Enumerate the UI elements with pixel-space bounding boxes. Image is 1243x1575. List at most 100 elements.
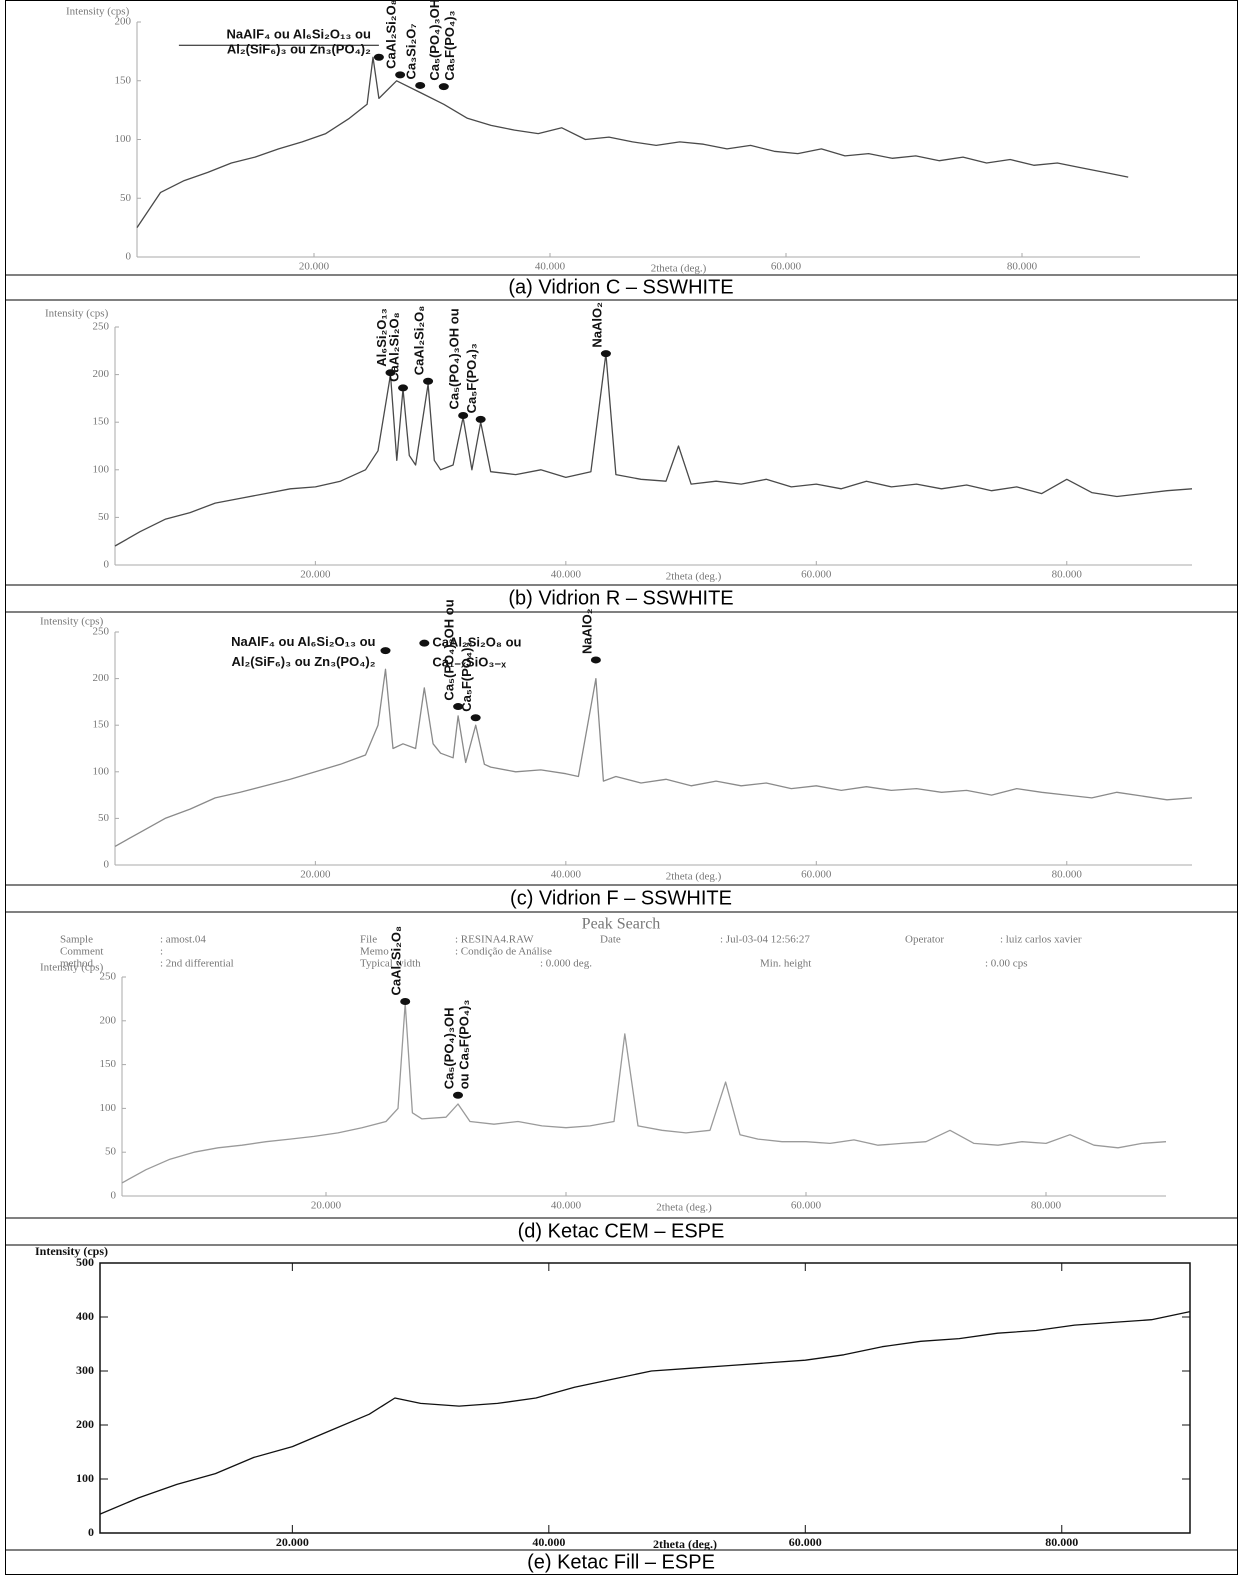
y-tick-label: 500: [76, 1255, 94, 1269]
outer-border: [5, 0, 1238, 1575]
x-axis-label: 2theta (deg.): [653, 1537, 717, 1551]
y-tick-label: 200: [76, 1417, 94, 1431]
y-tick-label: 50: [105, 1146, 117, 1158]
y-tick-label: 250: [93, 626, 110, 638]
x-tick-label: 40.000: [532, 1535, 565, 1549]
header-field: Sample: [60, 934, 93, 946]
y-tick-label: 400: [76, 1309, 94, 1323]
x-tick-label: 20.000: [300, 869, 331, 881]
caption: (c) Vidrion F – SSWHITE: [510, 887, 732, 909]
x-tick-label: 40.000: [551, 569, 582, 581]
y-tick-label: 150: [100, 1058, 117, 1070]
y-axis-label: Intensity (cps): [35, 1244, 108, 1258]
y-tick-label: 0: [104, 859, 110, 871]
peak-label: Ca₅(PO₄)₃OH ou: [442, 599, 457, 700]
header-field: : Condição de Análise: [455, 946, 552, 958]
y-tick-label: 200: [115, 16, 132, 28]
x-tick-label: 20.000: [276, 1535, 309, 1549]
caption: (e) Ketac Fill – ESPE: [527, 1551, 715, 1573]
x-tick-label: 20.000: [311, 1200, 342, 1212]
y-tick-label: 250: [93, 321, 110, 333]
peak-label: Ca₅(PO₄)₃OH ou: [427, 0, 442, 81]
x-tick-label: 60.000: [771, 261, 802, 273]
caption: (a) Vidrion C – SSWHITE: [508, 276, 733, 298]
plot-frame: [99, 1262, 1191, 1534]
spectrum-line: [114, 353, 1193, 547]
peak-label: Ca₅F(PO₄)₃: [442, 10, 457, 80]
peak-label: CaAl₂Si₂O₈: [389, 926, 404, 996]
header-field: : 2nd differential: [160, 958, 234, 970]
y-tick-label: 100: [100, 1102, 117, 1114]
header-field: Min. height: [760, 958, 811, 970]
header-field: Comment: [60, 946, 103, 958]
peak-marker: [400, 998, 411, 1006]
x-tick-label: 40.000: [551, 1200, 582, 1212]
peak-marker: [590, 656, 601, 664]
header-field: Typical width: [360, 958, 421, 970]
caption: (d) Ketac CEM – ESPE: [518, 1220, 725, 1242]
header-field: Date: [600, 934, 621, 946]
peak-marker: [438, 83, 449, 91]
peak-label: CaAl₂Si₂O₈: [386, 312, 401, 382]
peak-label: NaAlF₄ ou Al₆Si₂O₁₃ ou: [227, 27, 371, 42]
caption: (b) Vidrion R – SSWHITE: [508, 587, 733, 609]
peak-label: NaAlO₂: [589, 302, 604, 348]
peak-marker: [453, 703, 464, 711]
peak-label: CaAl₂Si₂O₈: [384, 0, 399, 69]
y-tick-label: 50: [98, 812, 110, 824]
peak-label: CaAl₂Si₂O₈: [412, 306, 427, 376]
y-axis-label: Intensity (cps): [66, 6, 130, 18]
header-field: : Jul-03-04 12:56:27: [720, 934, 810, 946]
peak-marker: [458, 412, 469, 420]
peak-label: NaAlO₂: [579, 608, 594, 654]
y-tick-label: 100: [76, 1471, 94, 1485]
header-field: Memo: [360, 946, 389, 958]
x-tick-label: 80.000: [1052, 869, 1083, 881]
y-tick-label: 0: [111, 1190, 117, 1202]
header-field: : RESINA4.RAW: [455, 934, 534, 946]
spectrum-line: [99, 1310, 1191, 1515]
y-tick-label: 0: [126, 251, 132, 263]
peak-label: Ca₁₋ₓSiO₃₋ₓ: [432, 655, 506, 670]
header-field: method: [60, 958, 93, 970]
x-tick-label: 80.000: [1007, 261, 1038, 273]
peak-label: Al₆Si₂O₁₃: [374, 308, 389, 366]
y-axis-label: Intensity (cps): [40, 616, 104, 628]
peak-marker: [398, 384, 409, 392]
x-tick-label: 40.000: [535, 261, 566, 273]
x-axis-label: 2theta (deg.): [651, 263, 707, 275]
peak-label: ou Ca₅F(PO₄)₃: [456, 1000, 471, 1090]
header-field: : luiz carlos xavier: [1000, 934, 1082, 946]
peak-marker: [453, 1091, 463, 1099]
x-tick-label: 60.000: [801, 869, 832, 881]
header-field: : 0.000 deg.: [540, 958, 592, 970]
y-tick-label: 150: [93, 719, 110, 731]
peak-marker: [385, 369, 396, 377]
y-tick-label: 100: [93, 765, 110, 777]
y-tick-label: 50: [98, 511, 110, 523]
y-tick-label: 0: [104, 559, 110, 571]
peak-label: Ca₅F(PO₄)₃: [464, 343, 479, 413]
x-tick-label: 80.000: [1045, 1535, 1078, 1549]
x-axis-label: 2theta (deg.): [666, 871, 722, 883]
x-tick-label: 60.000: [789, 1535, 822, 1549]
spectrum-line: [114, 668, 1193, 847]
y-tick-label: 200: [93, 368, 110, 380]
peak-label: NaAlF₄ ou Al₆Si₂O₁₃ ou: [231, 634, 375, 649]
peak-marker: [380, 647, 391, 655]
y-tick-label: 200: [100, 1014, 117, 1026]
y-tick-label: 250: [100, 971, 117, 983]
x-tick-label: 80.000: [1031, 1200, 1062, 1212]
x-tick-label: 20.000: [300, 569, 331, 581]
y-tick-label: 150: [115, 74, 132, 86]
peak-marker: [470, 714, 481, 722]
peak-label: Ca₅F(PO₄)₃: [459, 642, 474, 712]
peak-marker: [395, 71, 406, 79]
y-axis-label: Intensity (cps): [40, 962, 104, 974]
header-field: :: [160, 946, 163, 958]
peak-label: Al₂(SiF₆)₃ ou Zn₃(PO₄)₂: [227, 42, 371, 57]
x-tick-label: 60.000: [791, 1200, 822, 1212]
header-title: Peak Search: [582, 916, 661, 933]
x-tick-label: 60.000: [801, 569, 832, 581]
y-tick-label: 0: [88, 1525, 94, 1539]
